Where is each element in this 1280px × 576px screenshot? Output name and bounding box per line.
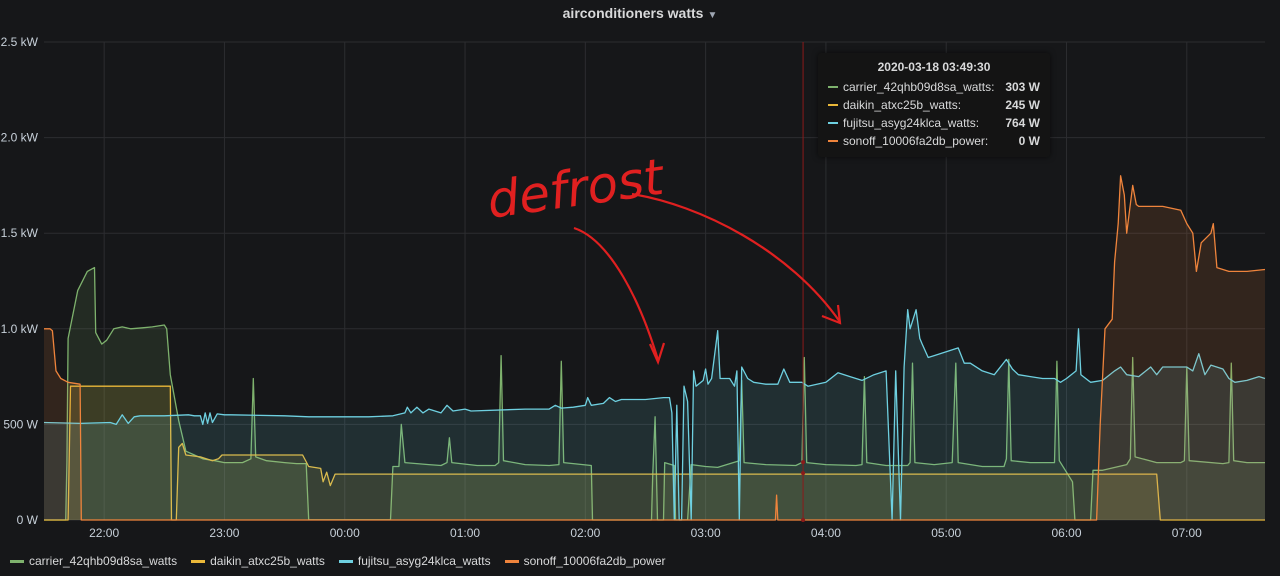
y-tick-label: 1.0 kW	[1, 322, 39, 336]
hover-tooltip: 2020-03-18 03:49:30 carrier_42qhb09d8sa_…	[818, 53, 1050, 157]
tooltip-row: daikin_atxc25b_watts: 245 W	[828, 96, 1040, 114]
defrost-annotation: defrost	[484, 147, 842, 366]
x-tick-label: 06:00	[1051, 526, 1081, 540]
series-layer	[43, 175, 1266, 521]
x-tick-label: 22:00	[89, 526, 119, 540]
x-tick-label: 04:00	[811, 526, 841, 540]
tooltip-swatch-fujitsu	[828, 122, 838, 124]
tooltip-series-value: 0 W	[1018, 134, 1040, 148]
legend-item-sonoff[interactable]: sonoff_10006fa2db_power	[504, 554, 666, 568]
chart-grid	[44, 41, 1265, 521]
series-line	[44, 385, 1265, 521]
tooltip-series-value: 764 W	[1005, 116, 1040, 130]
x-tick-label: 03:00	[691, 526, 721, 540]
y-tick-label: 0 W	[17, 513, 39, 527]
x-tick-label: 23:00	[209, 526, 239, 540]
tooltip-swatch-daikin	[828, 104, 838, 106]
legend-label: fujitsu_asyg24klca_watts	[357, 554, 491, 568]
series-carrier_42qhb09d8sa_watts	[44, 266, 1265, 521]
cursor-point	[801, 471, 806, 476]
defrost-arrowhead-right	[821, 304, 842, 325]
series-daikin_atxc25b_watts	[44, 385, 1265, 521]
legend-swatch	[10, 559, 24, 563]
tooltip-series-value: 245 W	[1005, 98, 1040, 112]
panel-title-text: airconditioners watts	[562, 5, 704, 21]
tooltip-series-name: sonoff_10006fa2db_power:	[843, 134, 989, 148]
series-area-fill	[44, 267, 1265, 520]
legend-item-carrier[interactable]: carrier_42qhb09d8sa_watts	[10, 554, 177, 568]
panel-title[interactable]: airconditioners watts ▼	[0, 4, 1280, 22]
y-tick-label: 1.5 kW	[1, 226, 39, 240]
legend-label: carrier_42qhb09d8sa_watts	[29, 554, 178, 568]
chart-legend: carrier_42qhb09d8sa_watts daikin_atxc25b…	[10, 552, 680, 570]
series-sonoff_10006fa2db_power	[44, 175, 1266, 521]
y-tick-label: 2.5 kW	[1, 35, 39, 49]
x-tick-label: 07:00	[1172, 526, 1202, 540]
tooltip-series-name: carrier_42qhb09d8sa_watts:	[843, 80, 995, 94]
chart-axes: 0 W 500 W 1.0 kW 1.5 kW 2.0 kW 2.5 kW 22:00 23:…	[1, 35, 1202, 540]
legend-swatch	[191, 559, 206, 563]
defrost-arrow-right	[631, 192, 841, 323]
x-tick-label: 02:00	[570, 526, 600, 540]
legend-label: daikin_atxc25b_watts	[210, 554, 325, 568]
cursor-point	[801, 460, 806, 465]
series-fujitsu_asyg24klca_watts	[43, 309, 1266, 521]
legend-swatch	[338, 559, 353, 563]
cursor-point	[801, 518, 806, 522]
series-area-fill	[44, 386, 1265, 520]
y-tick-label: 2.0 kW	[1, 131, 39, 145]
caret-down-icon[interactable]: ▼	[707, 10, 718, 21]
hover-cursor	[801, 42, 806, 522]
defrost-arrowhead-left	[648, 342, 666, 366]
legend-swatch	[504, 559, 519, 563]
defrost-annotation-text: defrost	[484, 147, 670, 229]
x-tick-label: 05:00	[931, 526, 961, 540]
tooltip-row: sonoff_10006fa2db_power: 0 W	[828, 132, 1040, 150]
legend-item-daikin[interactable]: daikin_atxc25b_watts	[191, 554, 325, 568]
defrost-arrow-left	[573, 226, 660, 361]
tooltip-swatch-carrier	[828, 86, 838, 88]
tooltip-swatch-sonoff	[828, 140, 838, 142]
x-tick-label: 00:00	[330, 526, 360, 540]
series-line	[44, 266, 1265, 521]
series-area-fill	[44, 309, 1265, 520]
series-line	[44, 175, 1266, 521]
tooltip-series-name: daikin_atxc25b_watts:	[843, 98, 962, 112]
tooltip-series-name: fujitsu_asyg24klca_watts:	[843, 116, 980, 130]
tooltip-series-value: 303 W	[1005, 80, 1040, 94]
tooltip-time: 2020-03-18 03:49:30	[877, 60, 991, 74]
x-tick-label: 01:00	[450, 526, 480, 540]
legend-label: sonoff_10006fa2db_power	[523, 554, 666, 568]
series-area-fill	[44, 175, 1265, 521]
tooltip-row: carrier_42qhb09d8sa_watts: 303 W	[828, 78, 1040, 96]
series-line	[43, 309, 1266, 521]
y-tick-label: 500 W	[3, 417, 38, 431]
tooltip-row: fujitsu_asyg24klca_watts: 764 W	[828, 114, 1040, 132]
legend-item-fujitsu[interactable]: fujitsu_asyg24klca_watts	[338, 554, 491, 568]
